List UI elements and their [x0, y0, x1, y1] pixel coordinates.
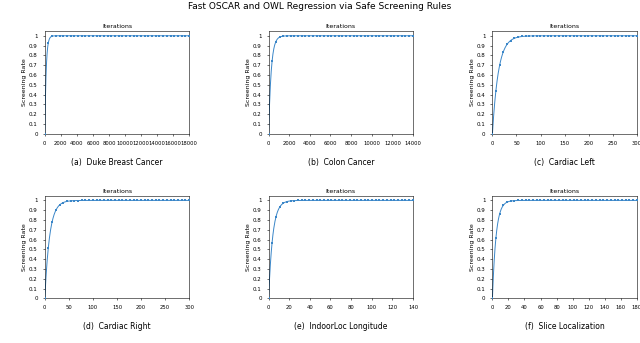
Text: (a)  Duke Breast Cancer: (a) Duke Breast Cancer: [71, 158, 163, 167]
Text: Fast OSCAR and OWL Regression via Safe Screening Rules: Fast OSCAR and OWL Regression via Safe S…: [188, 2, 452, 11]
Y-axis label: Screening Rate: Screening Rate: [470, 58, 475, 106]
Title: Iterations: Iterations: [550, 189, 580, 194]
Y-axis label: Screening Rate: Screening Rate: [22, 58, 27, 106]
Title: Iterations: Iterations: [326, 24, 356, 29]
Y-axis label: Screening Rate: Screening Rate: [246, 58, 251, 106]
Y-axis label: Screening Rate: Screening Rate: [470, 223, 475, 271]
Title: Iterations: Iterations: [102, 189, 132, 194]
Y-axis label: Screening Rate: Screening Rate: [246, 223, 251, 271]
Text: (f)  Slice Localization: (f) Slice Localization: [525, 322, 604, 331]
Y-axis label: Screening Rate: Screening Rate: [22, 223, 27, 271]
Title: Iterations: Iterations: [102, 24, 132, 29]
Text: (b)  Colon Cancer: (b) Colon Cancer: [308, 158, 374, 167]
Title: Iterations: Iterations: [550, 24, 580, 29]
Text: (c)  Cardiac Left: (c) Cardiac Left: [534, 158, 595, 167]
Text: (e)  IndoorLoc Longitude: (e) IndoorLoc Longitude: [294, 322, 387, 331]
Title: Iterations: Iterations: [326, 189, 356, 194]
Text: (d)  Cardiac Right: (d) Cardiac Right: [83, 322, 151, 331]
